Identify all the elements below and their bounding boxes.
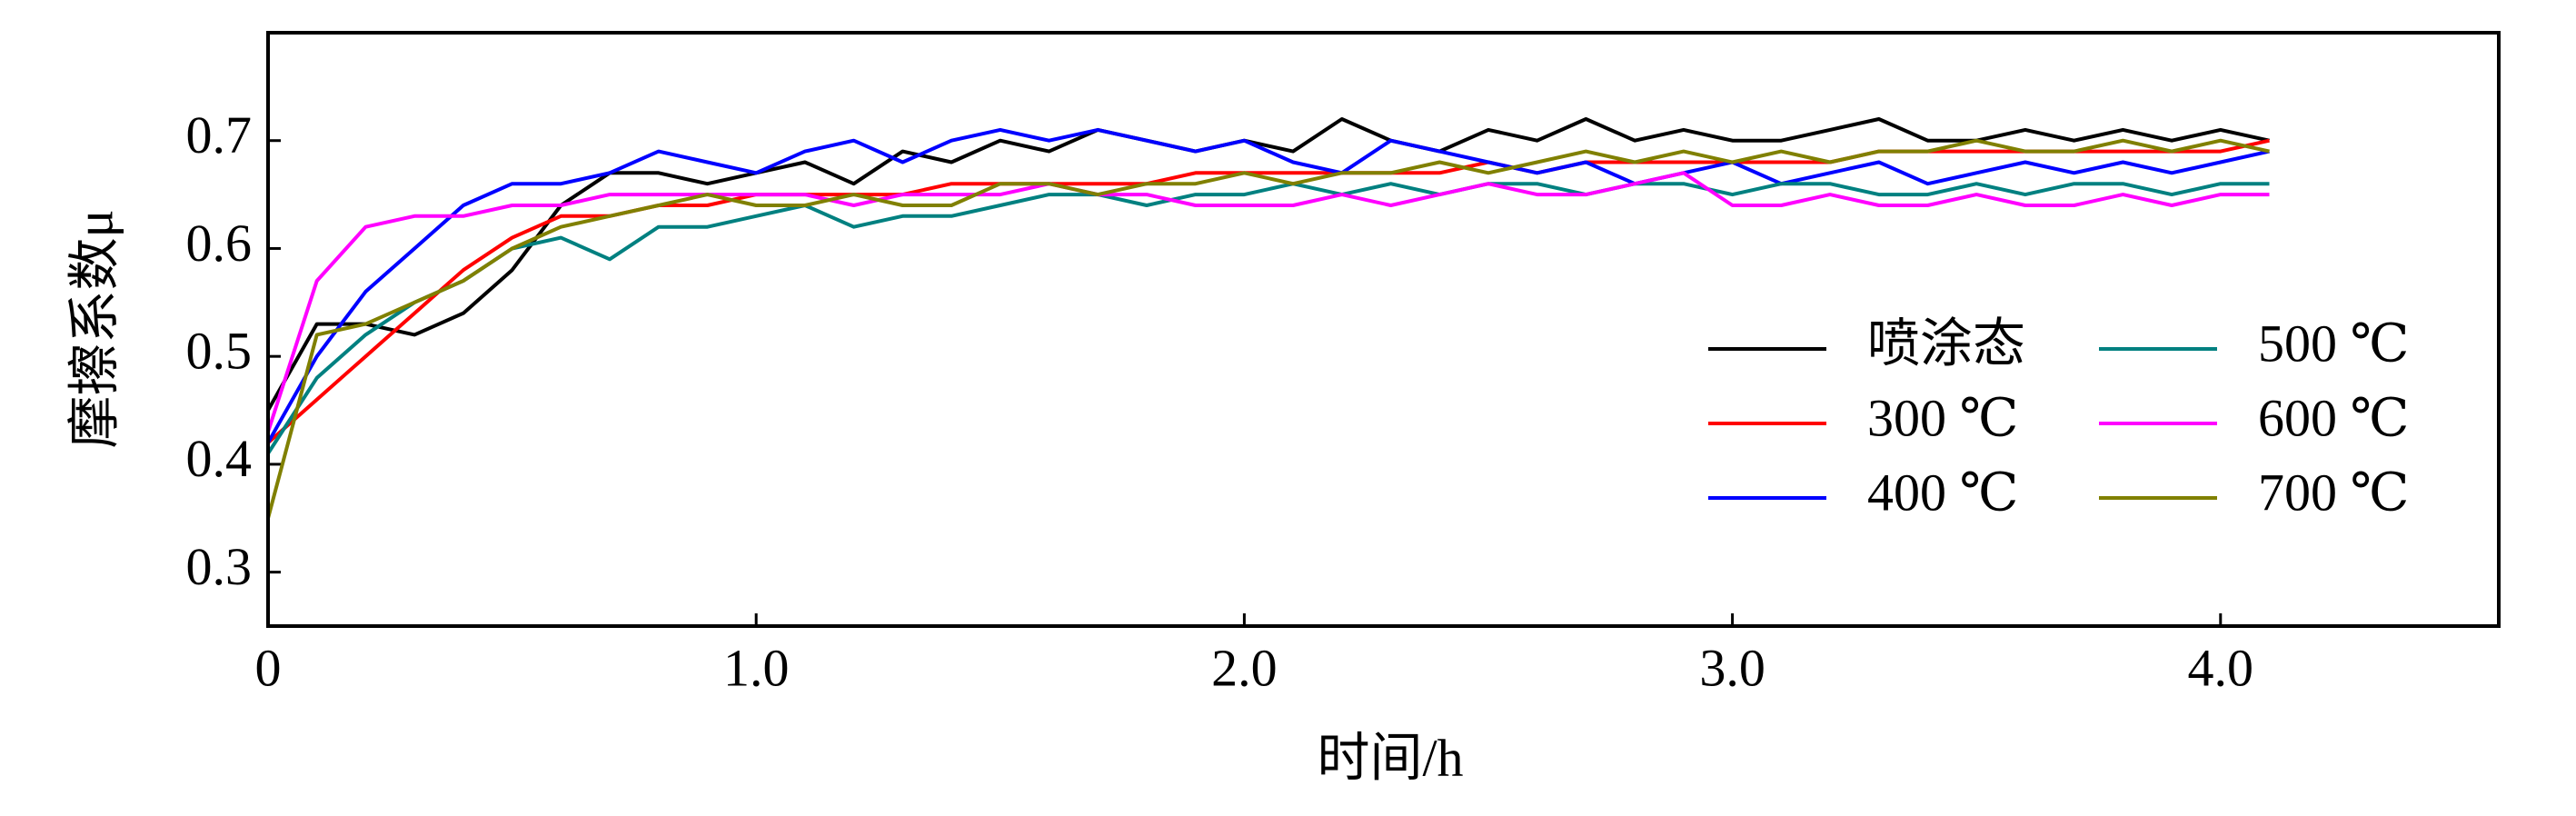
x-tick-label: 2.0 (1211, 638, 1278, 697)
y-tick-label: 0.7 (186, 105, 253, 164)
legend-label: 300 ℃ (1867, 388, 2018, 447)
legend-label: 400 ℃ (1867, 463, 2018, 522)
series-line (266, 117, 2270, 412)
legend-label: 喷涂态 (1867, 313, 2025, 373)
x-tick-label: 3.0 (1699, 638, 1765, 697)
y-tick-label: 0.6 (186, 214, 253, 273)
series-line (266, 171, 2270, 433)
legend-label: 500 ℃ (2258, 313, 2409, 373)
x-tick-label: 0 (255, 638, 282, 697)
legend-label: 700 ℃ (2258, 463, 2409, 522)
series-line (266, 182, 2270, 455)
x-tick-label: 1.0 (723, 638, 790, 697)
series-line (266, 127, 2270, 444)
y-tick-label: 0.4 (186, 429, 253, 488)
series-line (266, 138, 2270, 519)
y-tick-label: 0.3 (186, 537, 253, 596)
legend-label: 600 ℃ (2258, 388, 2409, 447)
x-axis-label: 时间/h (1317, 728, 1463, 787)
x-tick-label: 4.0 (2188, 638, 2254, 697)
y-tick-label: 0.5 (186, 321, 253, 380)
plot-frame (266, 31, 2501, 628)
y-axis-label: 摩擦系数μ (65, 209, 124, 448)
